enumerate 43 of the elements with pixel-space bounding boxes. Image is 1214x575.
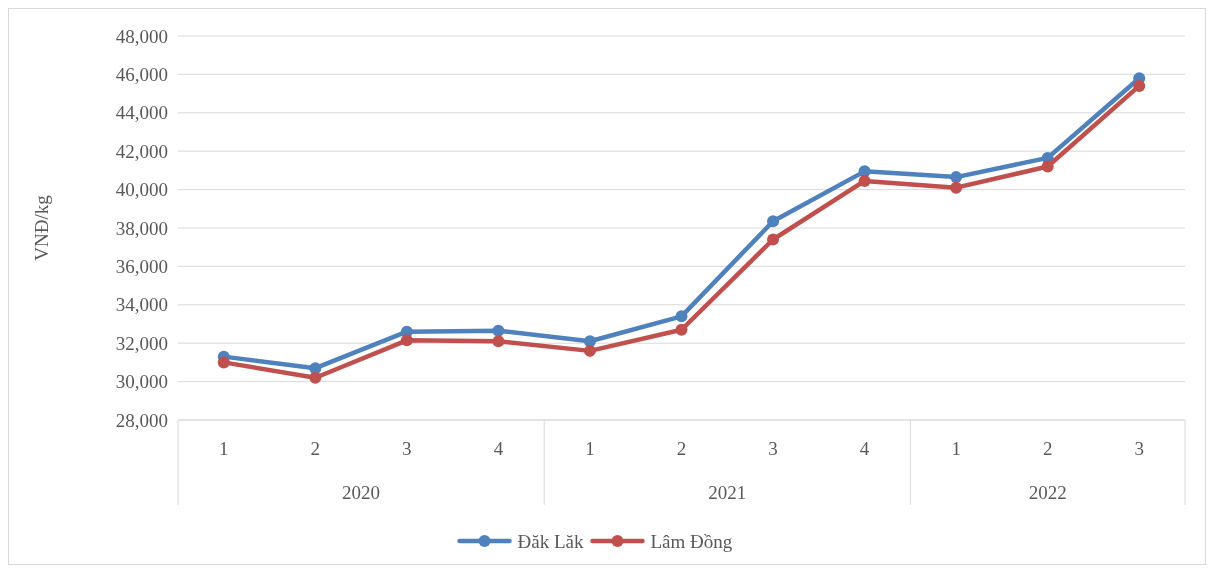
y-tick-label: 28,000	[115, 409, 168, 431]
x-tick-label: 2	[1042, 437, 1053, 459]
x-tick-label: 3	[1134, 437, 1144, 459]
point	[767, 215, 780, 228]
point	[1041, 160, 1054, 173]
point	[583, 344, 596, 357]
text: 2022	[1028, 481, 1067, 503]
y-tick-label: 36,000	[115, 256, 168, 278]
y-tick-label: 42,000	[115, 140, 168, 162]
y-tick-label: 44,000	[115, 102, 168, 124]
text: 2020	[342, 481, 381, 503]
point	[950, 181, 963, 194]
legend-label: Lâm Đồng	[650, 530, 733, 552]
point	[858, 174, 871, 187]
text: 2021	[708, 481, 747, 503]
y-axis-title: VNĐ/kg	[31, 194, 52, 261]
x-tick-label: 2	[310, 437, 321, 459]
x-tick-label: 4	[493, 437, 504, 459]
point	[675, 323, 688, 336]
point	[492, 335, 505, 348]
point	[767, 233, 780, 246]
y-tick-label: 46,000	[115, 64, 168, 86]
x-tick-label: 3	[768, 437, 778, 459]
x-tick-label: 2	[676, 437, 687, 459]
point	[217, 356, 230, 369]
point	[309, 371, 322, 384]
legend-label: Đăk Lăk	[517, 530, 584, 552]
point	[492, 324, 505, 337]
y-tick-label: 30,000	[115, 371, 168, 393]
x-tick-label: 1	[951, 437, 961, 459]
x-tick-label: 1	[585, 437, 595, 459]
point	[1133, 79, 1146, 92]
x-tick-label: 1	[219, 437, 229, 459]
y-tick-label: 40,000	[115, 179, 168, 201]
y-tick-label: 48,000	[115, 25, 168, 47]
point	[675, 310, 688, 323]
point	[400, 334, 413, 347]
y-tick-label: 34,000	[115, 294, 168, 316]
x-tick-label: 4	[859, 437, 870, 459]
point	[950, 171, 963, 184]
y-tick-label: 32,000	[115, 332, 168, 354]
x-tick-label: 3	[402, 437, 412, 459]
y-tick-label: 38,000	[115, 217, 168, 239]
